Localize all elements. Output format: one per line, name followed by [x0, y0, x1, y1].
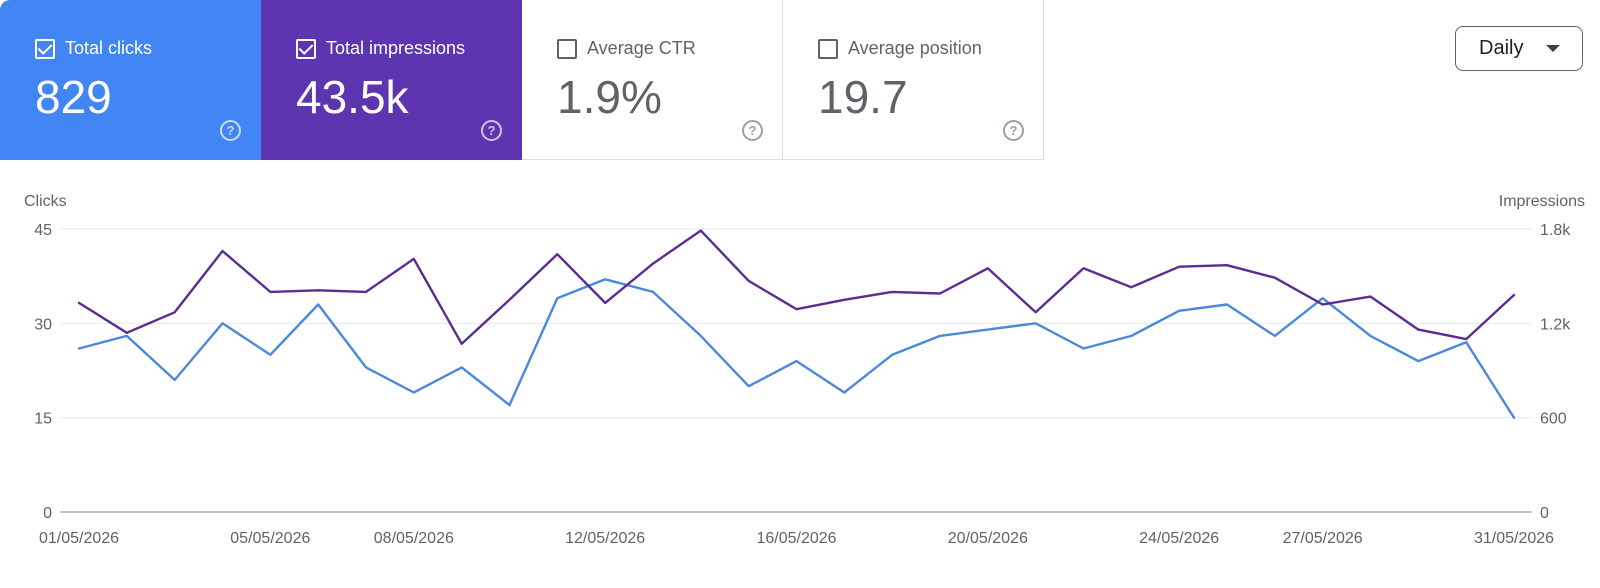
x-tick-label: 27/05/2026	[1283, 530, 1363, 547]
y-axis-labels: Clicks Impressions 45 1.8k 30 1.2k 15 600 0 0	[24, 193, 1585, 522]
x-tick-label: 01/05/2026	[39, 530, 119, 547]
y-right-tick-label: 600	[1540, 411, 1567, 428]
metric-card-average-position[interactable]: Average position 19.7 ?	[783, 0, 1044, 160]
y-left-axis-title: Clicks	[24, 193, 67, 210]
y-left-tick-label: 0	[43, 505, 52, 522]
y-left-tick-label: 45	[34, 222, 52, 239]
checkbox[interactable]	[557, 38, 577, 59]
help-icon[interactable]: ?	[1003, 120, 1024, 141]
x-tick-label: 31/05/2026	[1474, 530, 1554, 547]
x-tick-label: 08/05/2026	[374, 530, 454, 547]
caret-down-icon	[1546, 45, 1560, 52]
metric-value: 1.9%	[557, 71, 662, 123]
y-left-tick-label: 15	[34, 411, 52, 428]
y-right-tick-label: 0	[1540, 505, 1549, 522]
y-left-tick-label: 30	[34, 316, 52, 333]
x-tick-label: 12/05/2026	[565, 530, 645, 547]
metric-label: Total impressions	[326, 38, 466, 58]
metric-card-average-ctr[interactable]: Average CTR 1.9% ?	[522, 0, 783, 160]
help-icon[interactable]: ?	[220, 120, 241, 141]
series-line-clicks	[77, 278, 1516, 419]
series-lines	[77, 229, 1516, 419]
x-axis-labels: 01/05/2026 05/05/2026 08/05/2026 12/05/2026…	[39, 530, 1554, 547]
line-chart: Clicks Impressions 45 1.8k 30 1.2k 15 600 0 0 01/…	[24, 193, 1585, 547]
x-tick-label: 05/05/2026	[230, 530, 310, 547]
metric-label: Average position	[848, 38, 982, 58]
granularity-dropdown[interactable]: Daily	[1455, 26, 1583, 71]
metric-label: Total clicks	[65, 38, 153, 58]
x-tick-label: 16/05/2026	[756, 530, 836, 547]
y-right-tick-label: 1.2k	[1540, 316, 1571, 333]
metric-cards: Total clicks 829 ? Total impressions 43.…	[0, 0, 1044, 160]
checkbox[interactable]	[35, 38, 55, 59]
y-right-tick-label: 1.8k	[1540, 222, 1571, 239]
dropdown-label: Daily	[1479, 37, 1524, 59]
metric-card-total-clicks[interactable]: Total clicks 829 ?	[0, 0, 261, 160]
checkbox[interactable]	[818, 38, 838, 59]
x-tick-label: 24/05/2026	[1139, 530, 1219, 547]
metric-card-total-impressions[interactable]: Total impressions 43.5k ?	[261, 0, 522, 160]
metric-value: 19.7	[818, 71, 908, 123]
help-icon[interactable]: ?	[481, 120, 502, 141]
metric-value: 43.5k	[296, 71, 409, 123]
y-right-axis-title: Impressions	[1499, 193, 1585, 210]
help-icon[interactable]: ?	[742, 120, 763, 141]
metric-value: 829	[35, 71, 112, 123]
checkbox[interactable]	[296, 38, 316, 59]
x-tick-label: 20/05/2026	[948, 530, 1028, 547]
metric-label: Average CTR	[587, 38, 696, 58]
gridlines	[60, 228, 1532, 513]
series-line-impressions	[77, 229, 1516, 346]
